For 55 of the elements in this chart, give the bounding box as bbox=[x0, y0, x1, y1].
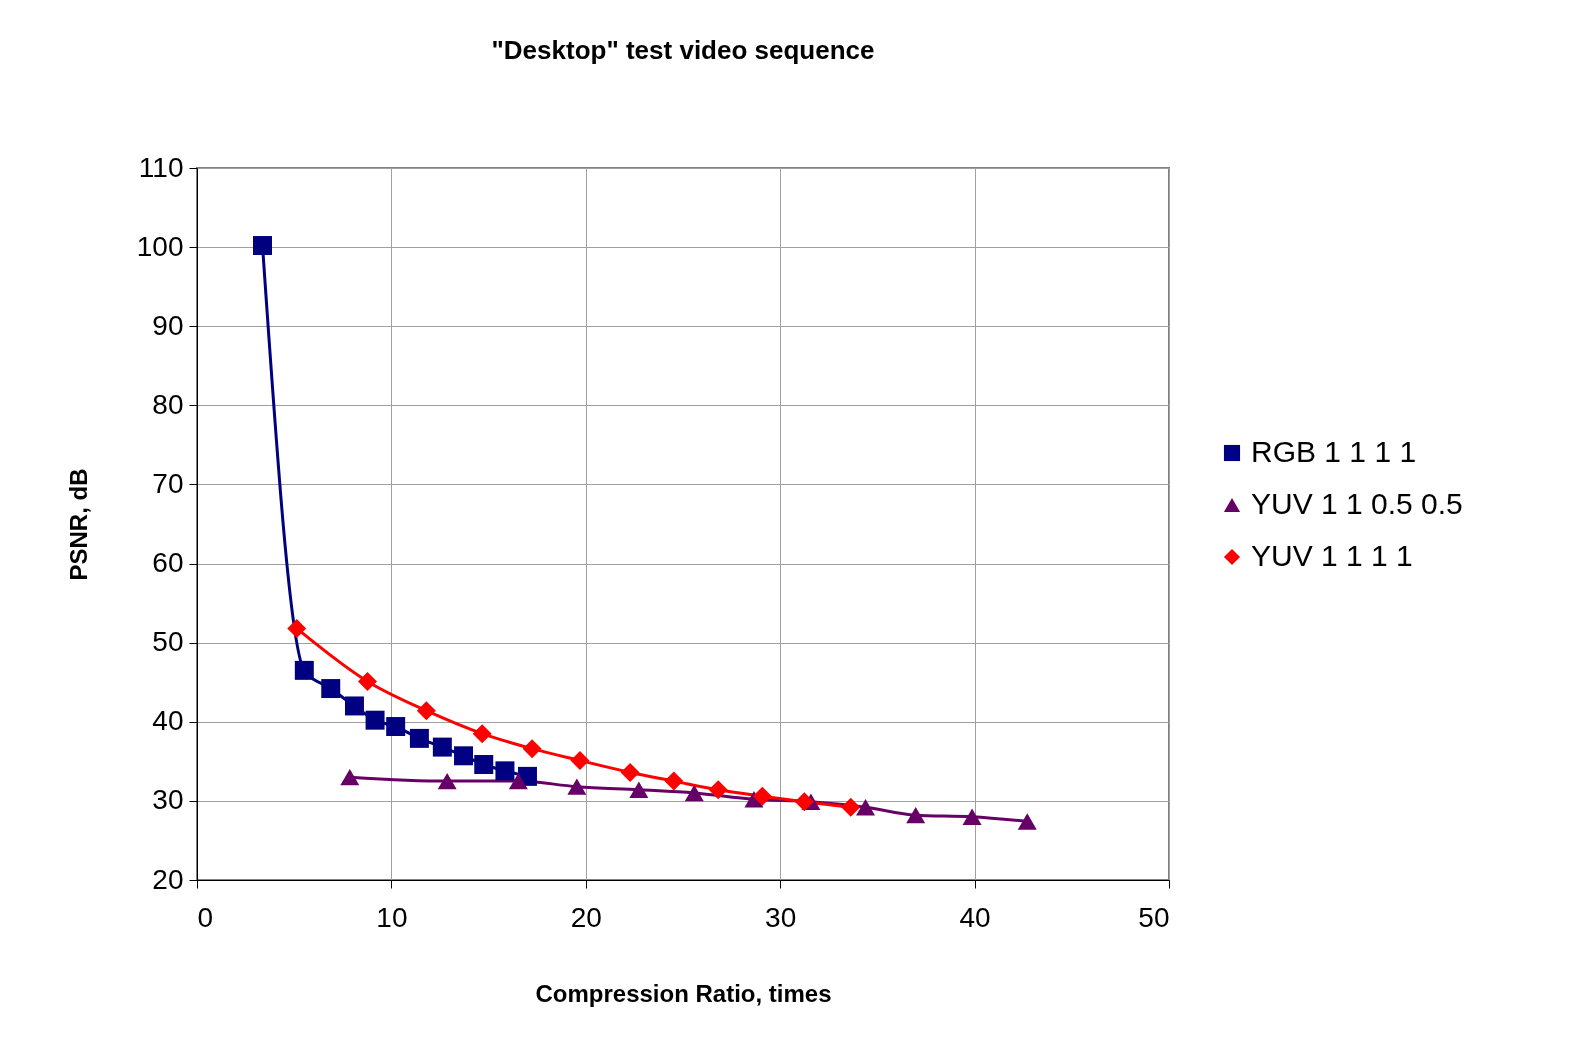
point bbox=[629, 781, 649, 799]
point bbox=[684, 784, 704, 802]
y-tick-label: 100 bbox=[136, 230, 184, 262]
point bbox=[708, 780, 728, 800]
point bbox=[432, 737, 452, 757]
point bbox=[437, 772, 457, 790]
y-tick-label: 80 bbox=[152, 388, 184, 420]
point bbox=[386, 717, 406, 737]
point bbox=[841, 797, 861, 817]
point bbox=[287, 618, 307, 638]
point bbox=[570, 751, 590, 771]
point bbox=[454, 746, 474, 766]
y-tick-label: 70 bbox=[152, 467, 184, 499]
y-tick-label: 50 bbox=[152, 626, 184, 658]
point bbox=[344, 696, 364, 716]
legend-label: YUV 1 1 0.5 0.5 bbox=[1251, 487, 1463, 520]
y-axis-title: PSNR, dB bbox=[64, 468, 92, 581]
point bbox=[508, 772, 528, 790]
point bbox=[472, 724, 492, 744]
point bbox=[522, 739, 542, 759]
point bbox=[358, 671, 377, 691]
x-tick-label: 20 bbox=[570, 901, 602, 933]
point bbox=[321, 679, 341, 699]
point bbox=[253, 236, 272, 256]
point bbox=[340, 768, 360, 786]
y-tick-label: 110 bbox=[138, 151, 184, 183]
x-tick-label: 30 bbox=[765, 901, 797, 933]
point bbox=[906, 806, 926, 824]
point bbox=[962, 808, 982, 825]
point bbox=[495, 761, 515, 781]
point bbox=[620, 762, 640, 782]
y-tick-label: 60 bbox=[152, 547, 184, 579]
point bbox=[1017, 813, 1037, 830]
point bbox=[794, 792, 814, 812]
point bbox=[365, 710, 385, 730]
point bbox=[856, 799, 876, 816]
point bbox=[294, 660, 314, 680]
point bbox=[416, 701, 436, 721]
point bbox=[752, 786, 772, 806]
y-tick-label: 90 bbox=[152, 309, 184, 341]
x-tick-label: 10 bbox=[376, 901, 408, 933]
chart-title: "Desktop" test video sequence bbox=[491, 35, 875, 65]
x-axis-title: Compression Ratio, times bbox=[535, 979, 832, 1007]
point bbox=[409, 728, 429, 748]
legend-label: RGB 1 1 1 1 bbox=[1251, 435, 1417, 468]
x-tick-label: 50 bbox=[1138, 901, 1170, 933]
point bbox=[664, 771, 684, 791]
x-tick-label: 0 bbox=[197, 901, 214, 933]
y-tick-label: 30 bbox=[152, 784, 184, 816]
legend-label: YUV 1 1 1 1 bbox=[1251, 539, 1413, 572]
point bbox=[567, 778, 587, 795]
y-tick-label: 20 bbox=[152, 863, 184, 895]
y-tick-label: 40 bbox=[152, 705, 184, 737]
point bbox=[474, 755, 494, 774]
x-tick-label: 40 bbox=[959, 901, 991, 933]
